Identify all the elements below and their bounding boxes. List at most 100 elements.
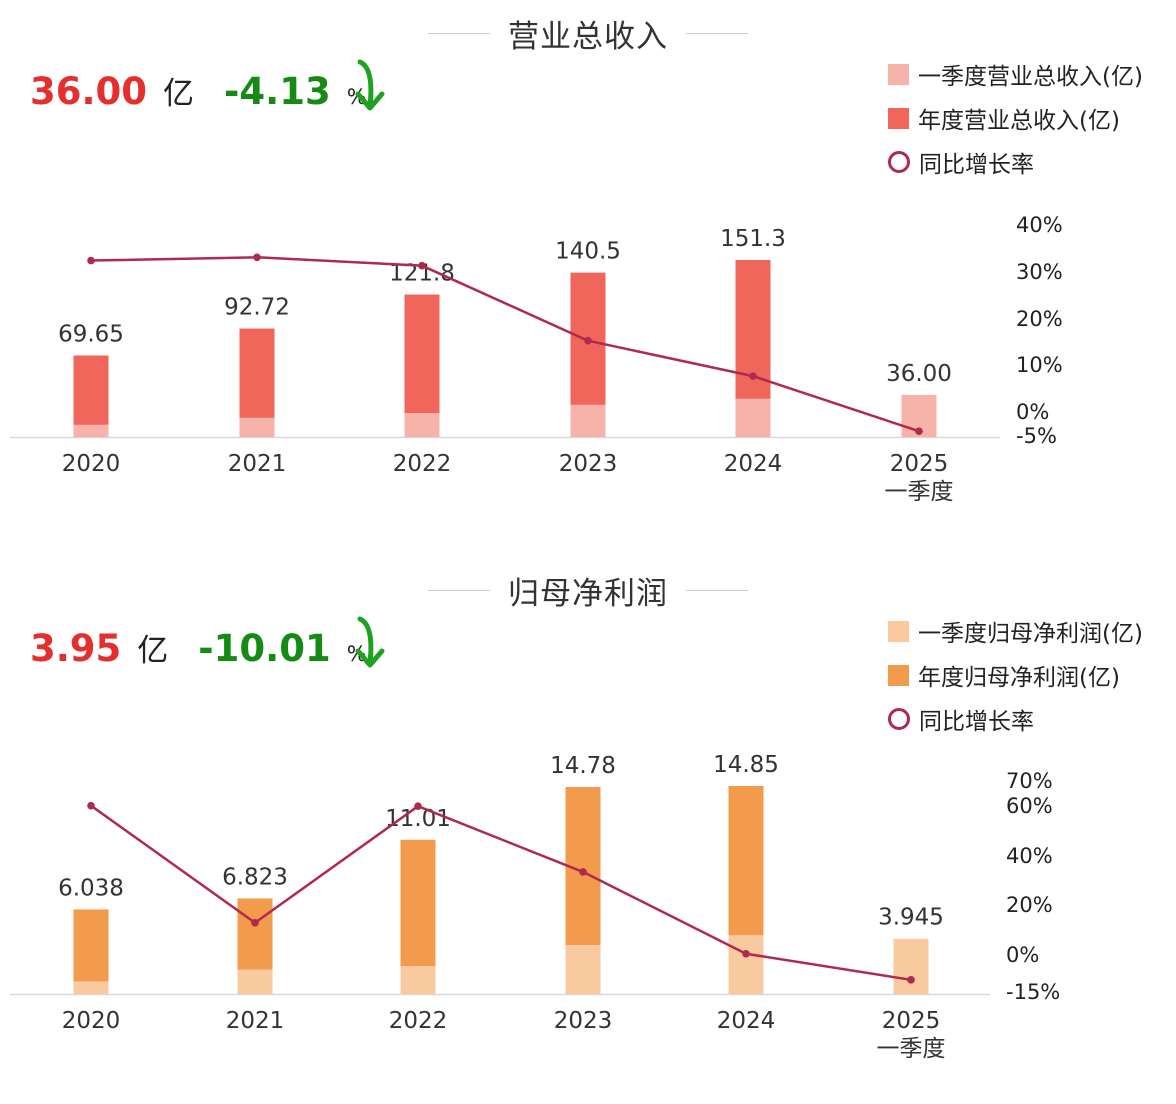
bar-value-label-2021: 92.72 [224, 295, 290, 321]
legend-swatch-annual [888, 107, 909, 129]
y2-tick-label: 40% [1006, 844, 1053, 868]
growth-rate-line [90, 804, 912, 982]
bar-value-label-2025: 3.945 [878, 905, 944, 931]
quarter-bar-2022 [404, 413, 440, 437]
bar-value-label-2020: 69.65 [58, 322, 124, 348]
y2-tick-label: -5% [1016, 424, 1057, 448]
bar-value-label-2025: 36.00 [886, 361, 952, 387]
x-tick-label-2020: 2020 [62, 1008, 121, 1034]
bar-value-label-2022: 11.01 [385, 806, 451, 832]
y2-tick-label: 70% [1006, 769, 1053, 793]
y2-tick-label: 0% [1006, 943, 1039, 967]
net-profit-legend: 一季度归母净利润(亿) 年度归母净利润(亿) 同比增长率 [888, 609, 1143, 741]
y2-tick-label: 30% [1016, 260, 1063, 284]
quarter-bar-2021 [237, 969, 273, 994]
y2-tick-label: 10% [1016, 353, 1063, 377]
bar-value-label-2024: 14.85 [713, 752, 779, 778]
net-profit-title: 归母净利润 [0, 565, 1176, 615]
quarter-bar-2021 [239, 417, 275, 437]
growth-rate-point-2025 [907, 976, 915, 984]
revenue-headline: 36.00 亿 -4.13 % [30, 68, 367, 124]
growth-rate-point-2021 [251, 918, 259, 927]
growth-rate-point-2024 [742, 949, 750, 958]
legend-label-growth: 同比增长率 [919, 709, 1034, 735]
y2-tick-label: 60% [1006, 794, 1053, 818]
revenue-headline-unit: 亿 [163, 76, 195, 112]
title-line-right [686, 589, 748, 591]
net-profit-headline-value: 3.95 [30, 627, 122, 670]
x-tick-label-2021: 2021 [228, 451, 287, 477]
legend-item-quarter: 一季度营业总收入(亿) [888, 52, 1143, 96]
growth-rate-point-2023 [584, 336, 592, 345]
x-tick-label-2020: 2020 [62, 451, 121, 477]
annual-bar-2020 [73, 355, 109, 437]
quarter-bar-2024 [728, 935, 764, 994]
quarter-bar-2020 [73, 981, 109, 994]
quarter-bar-2024 [735, 398, 771, 437]
net-profit-headline-percent-sign: % [346, 642, 367, 666]
quarter-bar-2022 [400, 965, 436, 994]
legend-item-growth: 同比增长率 [888, 140, 1143, 184]
legend-item-annual: 年度归母净利润(亿) [888, 653, 1143, 697]
growth-rate-point-2024 [749, 372, 757, 380]
x-tick-label-2025: 2025 [890, 451, 949, 477]
bar-value-label-2020: 6.038 [58, 875, 124, 901]
quarter-bar-2025 [893, 938, 929, 994]
down-arrow-icon [355, 59, 385, 111]
x-tick-label-2025: 2025 [882, 1008, 941, 1034]
legend-label-quarter: 一季度归母净利润(亿) [918, 621, 1143, 647]
net-profit-title-text: 归母净利润 [508, 575, 668, 612]
y2-tick-label: -15% [1006, 980, 1060, 1004]
revenue-headline-value: 36.00 [30, 70, 148, 113]
growth-rate-point-2020 [87, 801, 95, 810]
x-tick-sublabel-2025: 一季度 [877, 1036, 946, 1062]
net-profit-headline-change: -10.01 [198, 627, 331, 670]
legend-label-growth: 同比增长率 [919, 152, 1034, 178]
x-tick-label-2022: 2022 [389, 1008, 448, 1034]
legend-swatch-quarter [888, 63, 909, 85]
x-tick-label-2024: 2024 [717, 1008, 776, 1034]
y2-tick-label: 0% [1016, 400, 1049, 424]
title-line-left [428, 589, 490, 591]
x-tick-label-2021: 2021 [226, 1008, 285, 1034]
x-tick-label-2022: 2022 [393, 451, 452, 477]
growth-rate-point-2022 [418, 261, 426, 270]
x-tick-label-2023: 2023 [559, 451, 618, 477]
legend-label-annual: 年度营业总收入(亿) [918, 108, 1120, 134]
title-line-left [428, 32, 490, 34]
down-arrow-icon [355, 616, 385, 668]
net-profit-chart: 6.038 2020 6.823 2021 11.01 2022 14.78 2023 14.8… [10, 752, 1060, 1062]
net-profit-panel: 归母净利润 3.95 亿 -10.01 % 一季度归母净利润(亿) 年度归母净利… [0, 557, 1176, 1104]
bar-value-label-2021: 6.823 [222, 864, 288, 890]
quarter-bar-2023 [565, 944, 601, 994]
revenue-headline-percent-sign: % [346, 85, 367, 109]
bar-value-label-2023: 140.5 [555, 239, 621, 265]
y2-tick-label: 20% [1006, 893, 1053, 917]
bar-value-label-2023: 14.78 [550, 753, 616, 779]
annual-bar-2020 [73, 909, 109, 994]
revenue-panel: 营业总收入 36.00 亿 -4.13 % 一季度营业总收入(亿) 年度营业总收… [0, 0, 1176, 547]
revenue-legend: 一季度营业总收入(亿) 年度营业总收入(亿) 同比增长率 [888, 52, 1143, 184]
legend-circle-icon [888, 708, 910, 730]
legend-item-growth: 同比增长率 [888, 697, 1143, 741]
revenue-title: 营业总收入 [0, 8, 1176, 58]
legend-item-quarter: 一季度归母净利润(亿) [888, 609, 1143, 653]
growth-rate-point-2020 [87, 256, 95, 265]
net-profit-headline-unit: 亿 [137, 633, 169, 669]
quarter-bar-2020 [73, 424, 109, 437]
revenue-title-text: 营业总收入 [508, 18, 668, 55]
legend-circle-icon [888, 151, 910, 173]
revenue-chart: 69.65202092.722021121.82022140.52023151.… [10, 213, 1063, 505]
x-tick-sublabel-2025: 一季度 [885, 479, 954, 505]
growth-rate-point-2021 [253, 253, 261, 262]
revenue-headline-change: -4.13 [224, 70, 331, 113]
growth-rate-point-2025 [915, 427, 923, 436]
net-profit-headline: 3.95 亿 -10.01 % [30, 625, 367, 681]
bar-value-label-2024: 151.3 [720, 226, 786, 252]
title-line-right [686, 32, 748, 34]
y2-tick-label: 20% [1016, 307, 1063, 331]
growth-rate-point-2022 [414, 802, 422, 810]
x-tick-label-2024: 2024 [724, 451, 783, 477]
x-tick-label-2023: 2023 [554, 1008, 613, 1034]
legend-label-annual: 年度归母净利润(亿) [918, 665, 1120, 691]
